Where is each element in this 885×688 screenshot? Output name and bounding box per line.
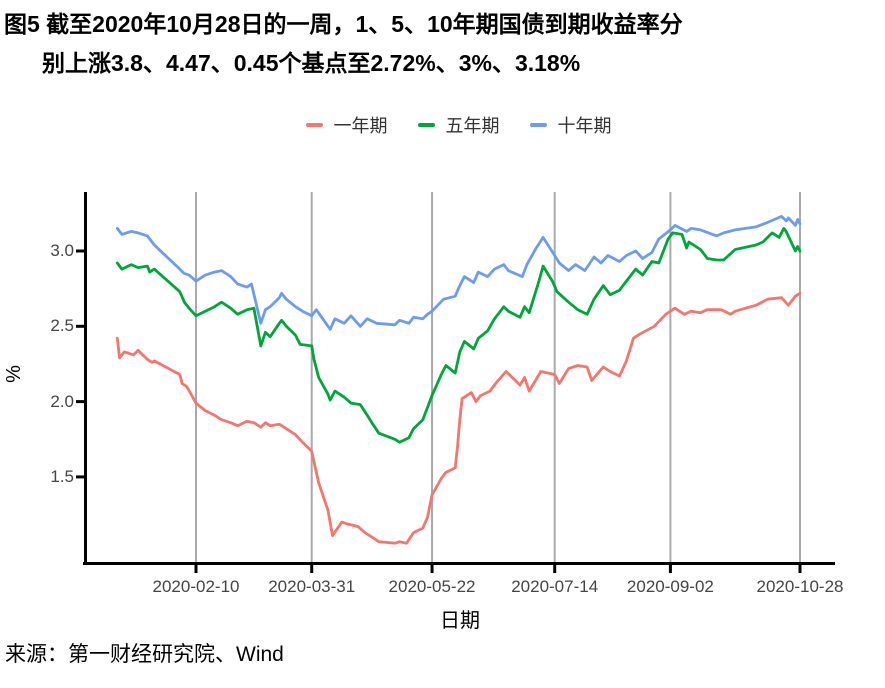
x-tick-label: 2020-09-02 (626, 577, 714, 596)
x-axis-title: 日期 (440, 610, 480, 632)
x-tick-label: 2020-07-14 (511, 577, 599, 596)
legend-item-1y: 一年期 (305, 112, 388, 138)
x-tick-label: 2020-05-22 (388, 577, 476, 596)
series-line-1y (115, 291, 802, 545)
x-tick-label: 2020-03-31 (268, 577, 356, 596)
y-tick-label: 2.0 (50, 391, 74, 411)
legend-item-5y: 五年期 (417, 112, 500, 138)
legend-key-5y (417, 123, 435, 127)
y-tick-label: 2.5 (50, 316, 74, 336)
figure-title: 图5 截至2020年10月28日的一周，1、5、10年期国债到期收益率分 别上涨… (4, 5, 683, 83)
legend-label-1y: 一年期 (333, 116, 388, 136)
series-line-5y (115, 226, 802, 444)
legend-key-1y (305, 123, 323, 127)
figure-title-line1: 图5 截至2020年10月28日的一周，1、5、10年期国债到期收益率分 (4, 11, 683, 37)
chart-legend: 一年期 五年期 十年期 (16, 112, 885, 138)
legend-label-5y: 五年期 (445, 116, 500, 136)
legend-label-10y: 十年期 (557, 116, 612, 136)
legend-item-10y: 十年期 (529, 112, 612, 138)
y-axis-title: % (3, 365, 25, 383)
source-note: 来源：第一财经研究院、Wind (5, 643, 284, 666)
y-tick-label: 1.5 (50, 466, 74, 486)
figure-title-line2: 别上涨3.8、4.47、0.45个基点至2.72%、3%、3.18% (42, 50, 581, 76)
x-tick-label: 2020-02-10 (152, 577, 240, 596)
series-line-10y (115, 214, 802, 331)
legend-key-10y (529, 123, 547, 127)
y-tick-label: 3.0 (50, 241, 74, 260)
x-tick-label: 2020-10-28 (756, 577, 844, 596)
